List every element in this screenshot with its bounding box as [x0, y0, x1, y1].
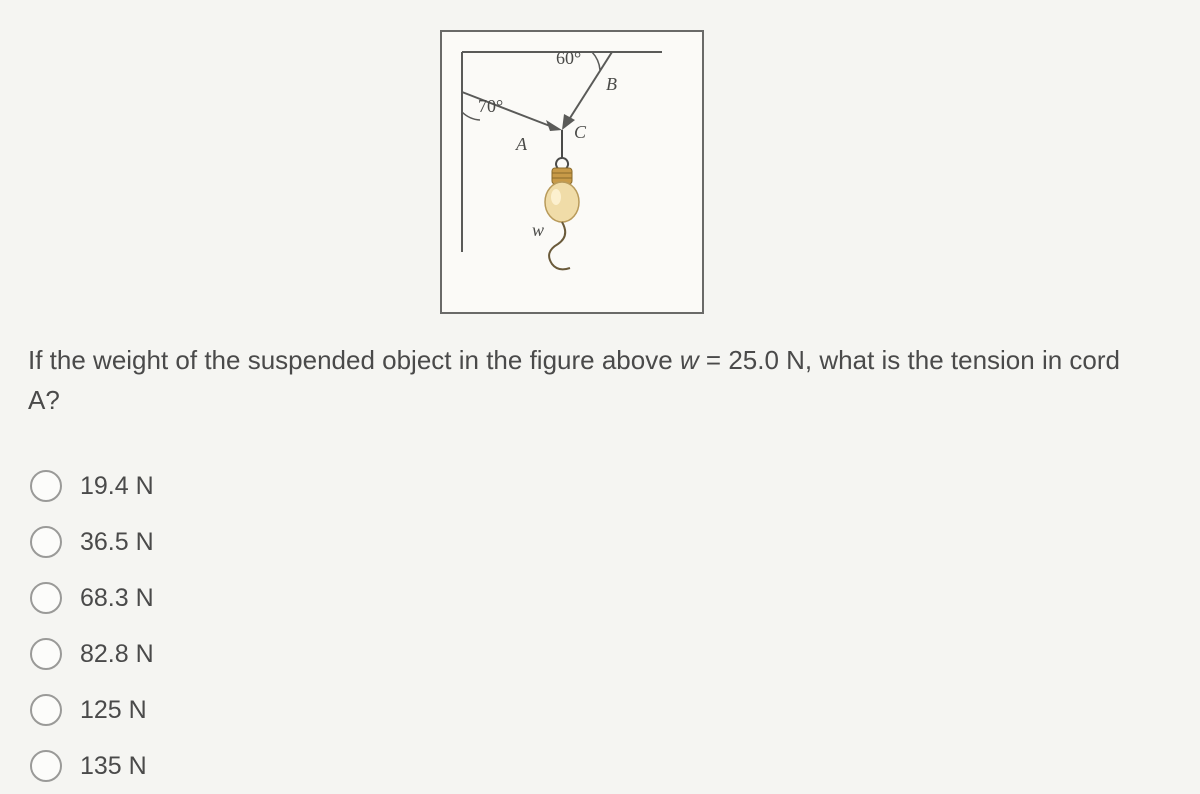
physics-figure: [440, 30, 700, 310]
option-label: 36.5 N: [80, 528, 154, 557]
label-B: B: [606, 74, 617, 95]
radio-button[interactable]: [30, 526, 62, 558]
option-row[interactable]: 125 N: [30, 682, 154, 738]
figure-border: [440, 30, 704, 314]
option-label: 19.4 N: [80, 472, 154, 501]
option-row[interactable]: 135 N: [30, 738, 154, 794]
option-row[interactable]: 68.3 N: [30, 570, 154, 626]
radio-button[interactable]: [30, 750, 62, 782]
option-label: 125 N: [80, 696, 147, 725]
option-label: 135 N: [80, 752, 147, 781]
label-A: A: [516, 134, 527, 155]
options-group: 19.4 N 36.5 N 68.3 N 82.8 N 125 N 135 N: [30, 458, 154, 794]
option-row[interactable]: 19.4 N: [30, 458, 154, 514]
option-row[interactable]: 82.8 N: [30, 626, 154, 682]
radio-button[interactable]: [30, 582, 62, 614]
label-w: w: [532, 220, 544, 241]
option-row[interactable]: 36.5 N: [30, 514, 154, 570]
label-angle-60: 60°: [556, 48, 581, 69]
option-label: 68.3 N: [80, 584, 154, 613]
figure-svg: [442, 32, 702, 312]
label-C: C: [574, 122, 586, 143]
radio-button[interactable]: [30, 638, 62, 670]
label-angle-70: 70°: [478, 96, 503, 117]
radio-button[interactable]: [30, 470, 62, 502]
option-label: 82.8 N: [80, 640, 154, 669]
question-prefix: If the weight of the suspended object in…: [28, 345, 680, 375]
radio-button[interactable]: [30, 694, 62, 726]
question-text: If the weight of the suspended object in…: [28, 340, 1128, 421]
question-var: w: [680, 345, 699, 375]
